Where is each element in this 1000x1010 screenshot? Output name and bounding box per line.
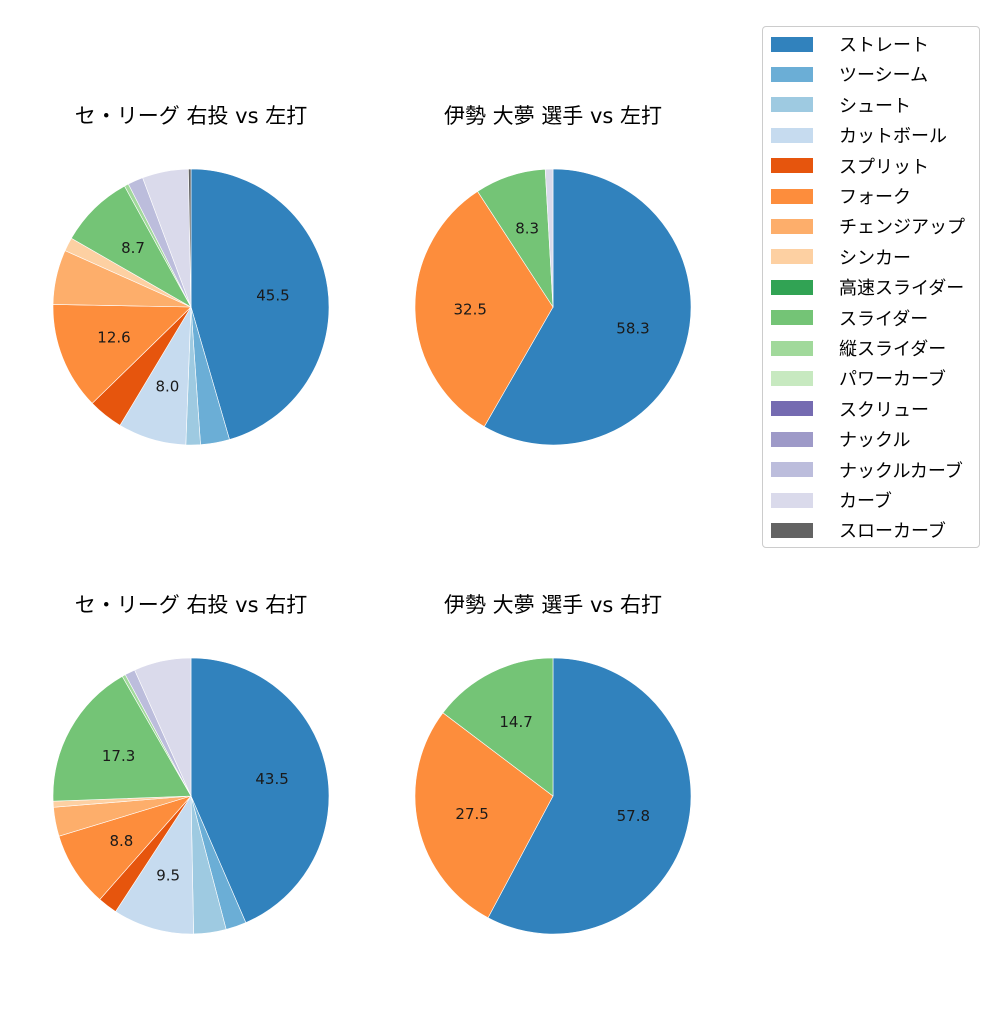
legend-swatch bbox=[771, 249, 813, 265]
slice-value-label: 17.3 bbox=[102, 747, 135, 765]
pie-slice bbox=[414, 191, 554, 428]
legend-item: ナックルカーブ bbox=[771, 455, 963, 485]
legend-item: カットボール bbox=[771, 120, 947, 150]
legend-item: 高速スライダー bbox=[771, 272, 964, 302]
legend-item: ツーシーム bbox=[771, 59, 928, 89]
pie-panel-ise-vs-left: 伊勢 大夢 選手 vs 左打 58.3 32.5 8.3 bbox=[383, 101, 723, 521]
legend-label: 縦スライダー bbox=[839, 339, 947, 360]
legend-swatch bbox=[771, 370, 813, 386]
slice-value-label: 58.3 bbox=[616, 319, 649, 337]
legend-swatch bbox=[771, 310, 813, 326]
pie-slice bbox=[190, 168, 330, 440]
legend-label: 高速スライダー bbox=[839, 278, 965, 300]
pie-chart: 45.5 8.0 12.6 8.7 bbox=[52, 168, 330, 446]
legend-label: フォーク bbox=[839, 187, 911, 208]
legend-label: カットボール bbox=[839, 126, 947, 148]
legend-swatch bbox=[771, 66, 813, 82]
legend-swatch bbox=[771, 340, 813, 356]
slice-value-label: 57.8 bbox=[617, 807, 650, 825]
slice-value-label: 32.5 bbox=[454, 300, 487, 318]
legend-label: スライダー bbox=[839, 308, 929, 330]
slice-value-label: 12.6 bbox=[97, 328, 130, 346]
legend-label: カーブ bbox=[839, 491, 892, 512]
legend-item: ストレート bbox=[771, 29, 929, 59]
slice-value-label: 14.7 bbox=[499, 713, 532, 731]
legend: ストレートツーシームシュートカットボール スプリットフォークチェンジアップ シンカー… bbox=[762, 26, 980, 548]
legend-label: スクリュー bbox=[839, 399, 929, 421]
pie-panel-ise-vs-right: 伊勢 大夢 選手 vs 右打 57.8 27.5 14.7 bbox=[383, 590, 723, 1010]
legend-swatch bbox=[771, 401, 813, 417]
legend-swatch bbox=[771, 127, 813, 143]
slice-value-label: 8.0 bbox=[155, 377, 179, 395]
chart-title: セ・リーグ 右投 vs 右打 bbox=[74, 593, 308, 617]
pie-chart: 43.5 9.5 8.8 17.3 bbox=[52, 657, 330, 935]
legend-swatch bbox=[771, 431, 813, 447]
legend-swatch bbox=[771, 462, 813, 478]
pie-slice bbox=[52, 304, 192, 404]
slice-value-label: 8.3 bbox=[515, 219, 539, 237]
legend-item: チェンジアップ bbox=[771, 211, 965, 241]
slice-value-label: 27.5 bbox=[455, 805, 488, 823]
slice-value-label: 43.5 bbox=[255, 770, 288, 788]
pie-slice bbox=[190, 657, 330, 924]
legend-item: フォーク bbox=[771, 181, 911, 211]
legend-item: カーブ bbox=[771, 485, 892, 515]
legend-item: スローカーブ bbox=[771, 515, 946, 545]
slice-value-label: 8.8 bbox=[109, 832, 133, 850]
legend-label: ツーシーム bbox=[839, 65, 929, 87]
legend-item: スプリット bbox=[771, 151, 929, 181]
pie-slice bbox=[442, 657, 554, 797]
legend-label: シンカー bbox=[839, 247, 911, 269]
legend-item: ナックル bbox=[771, 424, 910, 454]
slice-value-label: 45.5 bbox=[256, 286, 289, 304]
legend-item: 縦スライダー bbox=[771, 333, 946, 363]
legend-swatch bbox=[771, 218, 813, 234]
legend-item: スクリュー bbox=[771, 394, 929, 424]
pie-slice bbox=[483, 168, 692, 446]
pie-slice bbox=[544, 168, 554, 308]
legend-item: シンカー bbox=[771, 242, 911, 272]
slice-value-label: 8.7 bbox=[121, 239, 145, 257]
pie-slice bbox=[115, 795, 194, 935]
pie-slice bbox=[134, 657, 192, 797]
legend-item: パワーカーブ bbox=[771, 363, 946, 393]
pie-slice bbox=[52, 675, 192, 802]
legend-swatch bbox=[771, 492, 813, 508]
slice-value-label: 9.5 bbox=[156, 867, 180, 885]
legend-label: シュート bbox=[839, 95, 911, 117]
legend-label: ナックルカーブ bbox=[839, 460, 963, 482]
legend-swatch bbox=[771, 522, 813, 538]
legend-swatch bbox=[771, 188, 813, 204]
legend-swatch bbox=[771, 279, 813, 295]
legend-label: スローカーブ bbox=[839, 521, 946, 543]
pie-chart: 57.8 27.5 14.7 bbox=[414, 657, 692, 935]
pie-slice bbox=[188, 168, 192, 308]
pie-panel-league-vs-left: セ・リーグ 右投 vs 左打 45.5 8.0 12.6 8.7 bbox=[21, 101, 361, 521]
legend-label: スプリット bbox=[839, 156, 929, 178]
pie-slice bbox=[487, 657, 692, 935]
pie-chart: 58.3 32.5 8.3 bbox=[414, 168, 692, 446]
legend-swatch bbox=[771, 97, 813, 113]
legend-label: パワーカーブ bbox=[839, 369, 946, 391]
legend-item: シュート bbox=[771, 90, 911, 120]
legend-label: チェンジアップ bbox=[839, 217, 965, 239]
chart-title: 伊勢 大夢 選手 vs 右打 bbox=[443, 593, 663, 617]
chart-title: セ・リーグ 右投 vs 左打 bbox=[74, 104, 308, 128]
pie-slice bbox=[414, 712, 554, 919]
chart-title: 伊勢 大夢 選手 vs 左打 bbox=[443, 104, 663, 128]
legend-label: ナックル bbox=[839, 430, 911, 452]
legend-swatch bbox=[771, 36, 813, 52]
legend-label: ストレート bbox=[839, 35, 929, 56]
legend-item: スライダー bbox=[771, 303, 928, 333]
pie-panel-league-vs-right: セ・リーグ 右投 vs 右打 43.5 9.5 8.8 17.3 bbox=[21, 590, 361, 1010]
legend-swatch bbox=[771, 158, 813, 174]
